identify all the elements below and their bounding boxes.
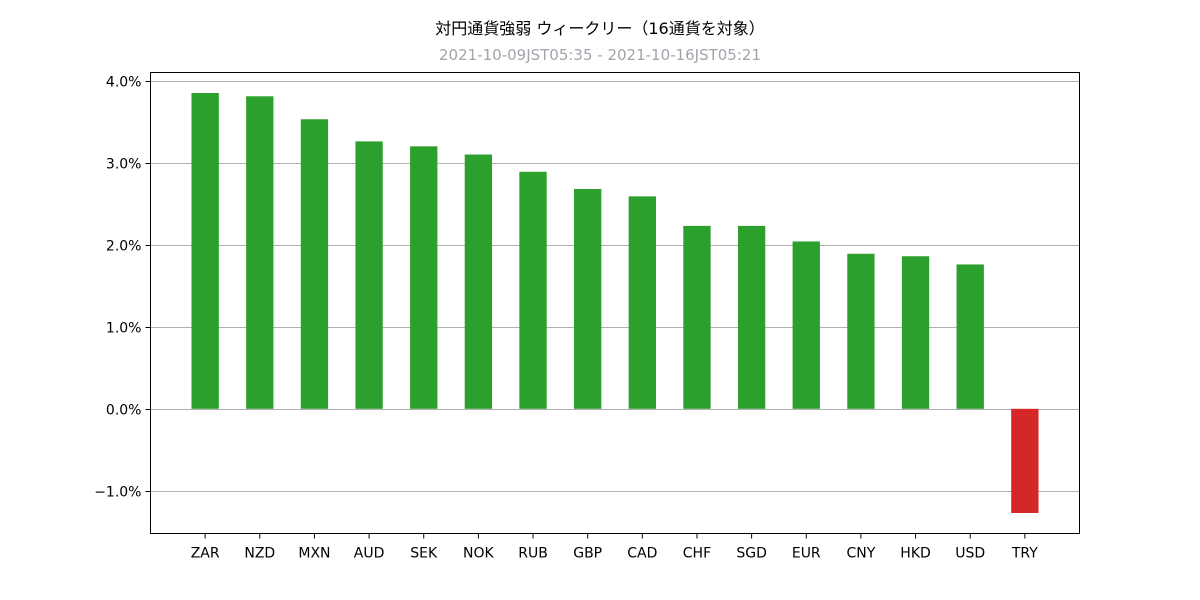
bar-chf: [683, 225, 711, 409]
bar-nok: [464, 154, 493, 409]
bar-zar: [191, 93, 219, 409]
chart-title: 対円通貨強弱 ウィークリー（16通貨を対象）: [435, 19, 764, 38]
x-tick-label: USD: [955, 546, 985, 562]
x-tick-label: SGD: [736, 546, 767, 562]
bar-sek: [410, 146, 438, 409]
x-tick-label: CAD: [627, 546, 657, 562]
y-tick-label: −1.0%: [94, 485, 141, 501]
x-tick-label: EUR: [792, 546, 821, 562]
x-tick-label: ZAR: [191, 546, 220, 562]
x-tick-label: CNY: [847, 546, 876, 562]
bar-aud: [355, 141, 383, 409]
y-tick-label: 1.0%: [106, 321, 142, 337]
y-tick-label: 2.0%: [106, 239, 142, 255]
bar-rub: [519, 171, 547, 409]
bar-mxn: [300, 119, 329, 409]
y-tick-label: 4.0%: [106, 75, 142, 91]
bar-eur: [792, 241, 820, 409]
bar-nzd: [246, 96, 274, 409]
bar-hkd: [901, 256, 930, 409]
bar-try: [1011, 408, 1039, 513]
x-tick-label: TRY: [1011, 546, 1038, 562]
x-tick-label: MXN: [298, 546, 330, 562]
x-tick-label: GBP: [573, 546, 602, 562]
x-tick-label: AUD: [354, 546, 385, 562]
x-tick-label: HKD: [900, 546, 931, 562]
x-tick-label: NOK: [463, 546, 494, 562]
bar-gbp: [574, 188, 602, 409]
y-tick-label: 3.0%: [106, 157, 142, 173]
x-tick-label: CHF: [683, 546, 711, 562]
bar-usd: [956, 264, 984, 409]
x-tick-label: SEK: [410, 546, 438, 562]
x-tick-label: RUB: [518, 546, 548, 562]
bar-cad: [628, 196, 656, 409]
y-tick-label: 0.0%: [106, 403, 142, 419]
chart-subtitle: 2021-10-09JST05:35 - 2021-10-16JST05:21: [439, 46, 761, 64]
plot-frame: [150, 72, 1080, 534]
bar-cny: [847, 253, 875, 409]
bar-sgd: [737, 225, 766, 409]
x-tick-label: NZD: [244, 546, 275, 562]
